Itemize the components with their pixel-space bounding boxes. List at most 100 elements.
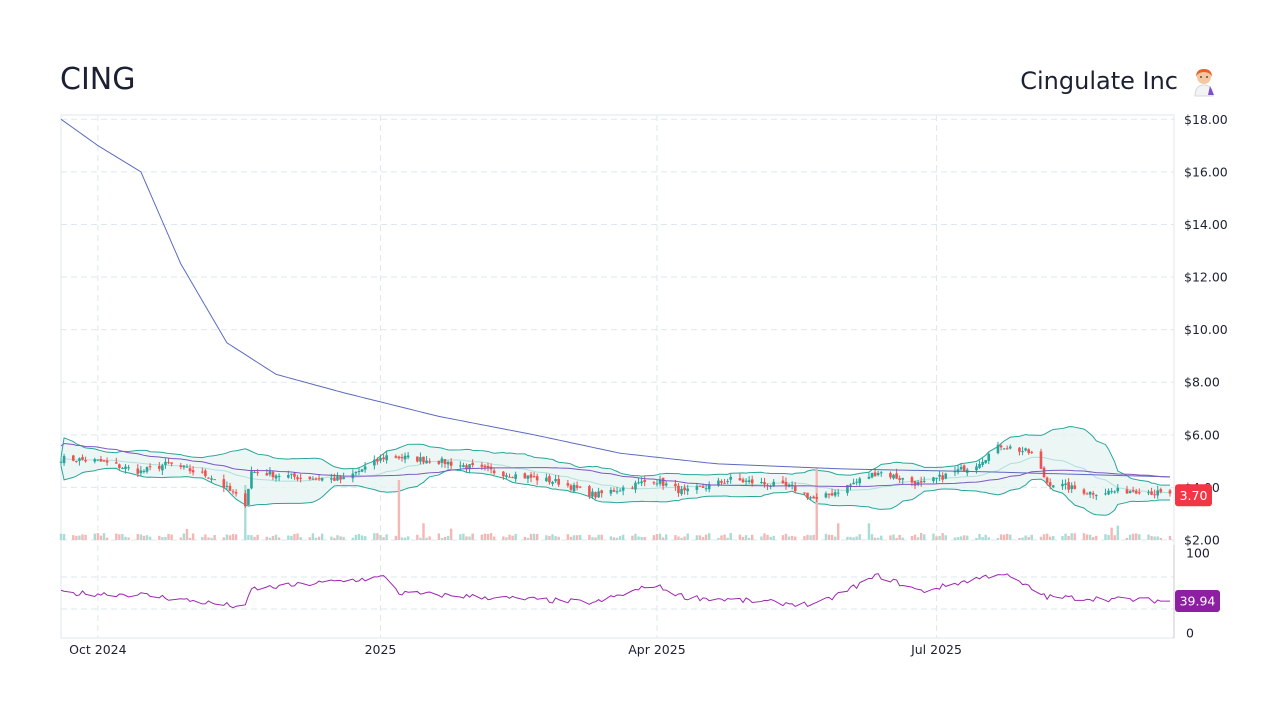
volume-bar xyxy=(729,533,732,540)
candle-body xyxy=(913,481,917,486)
candle-body xyxy=(674,483,677,487)
candle-body xyxy=(376,458,379,462)
volume-bar xyxy=(1107,534,1110,540)
candle-body xyxy=(462,465,465,468)
volume-bar xyxy=(824,533,828,540)
volume-bar xyxy=(781,535,785,540)
candle-body xyxy=(311,478,315,480)
volume-bar xyxy=(72,535,75,540)
volume-bar xyxy=(892,534,895,540)
candle-body xyxy=(781,480,785,483)
candle-body xyxy=(575,485,579,488)
candle-body xyxy=(809,497,812,499)
candle-body xyxy=(621,487,625,491)
candle-body xyxy=(505,475,508,477)
volume-bar xyxy=(575,535,579,540)
volume-bar xyxy=(615,537,619,540)
volume-bar xyxy=(760,536,763,540)
rsi-tick-label: 0 xyxy=(1186,626,1194,641)
candle-body xyxy=(1113,491,1117,493)
volume-bar xyxy=(443,536,447,540)
volume-bar xyxy=(938,535,941,540)
volume-bar xyxy=(1085,534,1089,540)
candle-body xyxy=(962,465,966,472)
candle-body xyxy=(1051,485,1055,488)
volume-bar xyxy=(459,534,462,540)
volume-bar xyxy=(191,533,195,540)
volume-bar xyxy=(228,535,232,540)
candle-body xyxy=(532,476,536,478)
candle-body xyxy=(75,461,78,463)
moving-averages xyxy=(60,118,1171,488)
candle-body xyxy=(588,486,591,497)
candle-body xyxy=(428,461,431,463)
candle-body xyxy=(394,456,398,458)
volume-bar xyxy=(449,528,453,540)
volume-bar xyxy=(803,536,806,540)
candle-body xyxy=(164,461,167,465)
candle-body xyxy=(1168,490,1172,494)
volume-bar xyxy=(1095,535,1098,540)
volume-bar xyxy=(526,537,530,540)
candle-body xyxy=(179,465,183,467)
volume-spike xyxy=(397,480,401,540)
volume-bar xyxy=(895,537,898,540)
volume-bar xyxy=(403,537,407,540)
volume-bar xyxy=(683,536,686,540)
time-tick-label: Apr 2025 xyxy=(628,642,685,657)
candle-body xyxy=(514,474,517,479)
candle-body xyxy=(136,468,140,474)
value-badges: 3.70 39.94 xyxy=(1175,484,1220,613)
volume-bar xyxy=(416,534,419,540)
volume-bar xyxy=(852,537,855,540)
volume-bar xyxy=(118,534,121,540)
volume-bar xyxy=(1104,534,1107,540)
volume-bar xyxy=(225,534,229,540)
volume-bar xyxy=(1002,534,1006,540)
candle-body xyxy=(486,465,490,468)
volume-bars xyxy=(59,468,1172,540)
volume-bar xyxy=(597,534,600,540)
candle-body xyxy=(333,477,336,481)
candle-body xyxy=(508,476,511,478)
candle-body xyxy=(330,478,333,480)
volume-bar xyxy=(1091,537,1095,540)
volume-bar xyxy=(674,535,677,540)
candle-body xyxy=(898,478,901,480)
candle-body xyxy=(944,473,948,479)
volume-bar xyxy=(996,537,1000,540)
volume-bar xyxy=(956,537,960,540)
candle-body xyxy=(763,481,766,485)
candle-body xyxy=(1048,482,1052,486)
volume-bar xyxy=(962,535,966,540)
volume-bar xyxy=(981,536,984,540)
candle-body xyxy=(118,464,121,469)
candle-body xyxy=(71,455,75,461)
volume-bar xyxy=(747,537,751,540)
volume-bar xyxy=(830,534,834,540)
last-price-text: 3.70 xyxy=(1180,488,1208,503)
candle-body xyxy=(1153,494,1156,496)
volume-bar xyxy=(385,534,388,540)
volume-bar xyxy=(127,537,130,540)
candle-body xyxy=(1018,447,1021,452)
price-tick-label: $14.00 xyxy=(1184,217,1228,232)
candle-body xyxy=(188,468,192,472)
volume-bar xyxy=(901,537,904,540)
volume-bar xyxy=(923,534,926,540)
volume-bar xyxy=(406,536,410,540)
volume-bar xyxy=(376,533,379,540)
volume-bar xyxy=(720,535,723,540)
candle-body xyxy=(643,480,646,483)
candle-body xyxy=(1070,485,1073,490)
volume-bar xyxy=(932,533,935,540)
volume-bar xyxy=(578,534,582,540)
volume-bar xyxy=(363,536,367,540)
candle-body xyxy=(658,479,662,484)
volume-bar xyxy=(250,535,253,540)
volume-bar xyxy=(1042,534,1046,540)
volume-bar xyxy=(1110,527,1113,540)
candle-body xyxy=(545,477,548,482)
volume-bar xyxy=(695,535,699,540)
candle-body xyxy=(511,477,514,479)
